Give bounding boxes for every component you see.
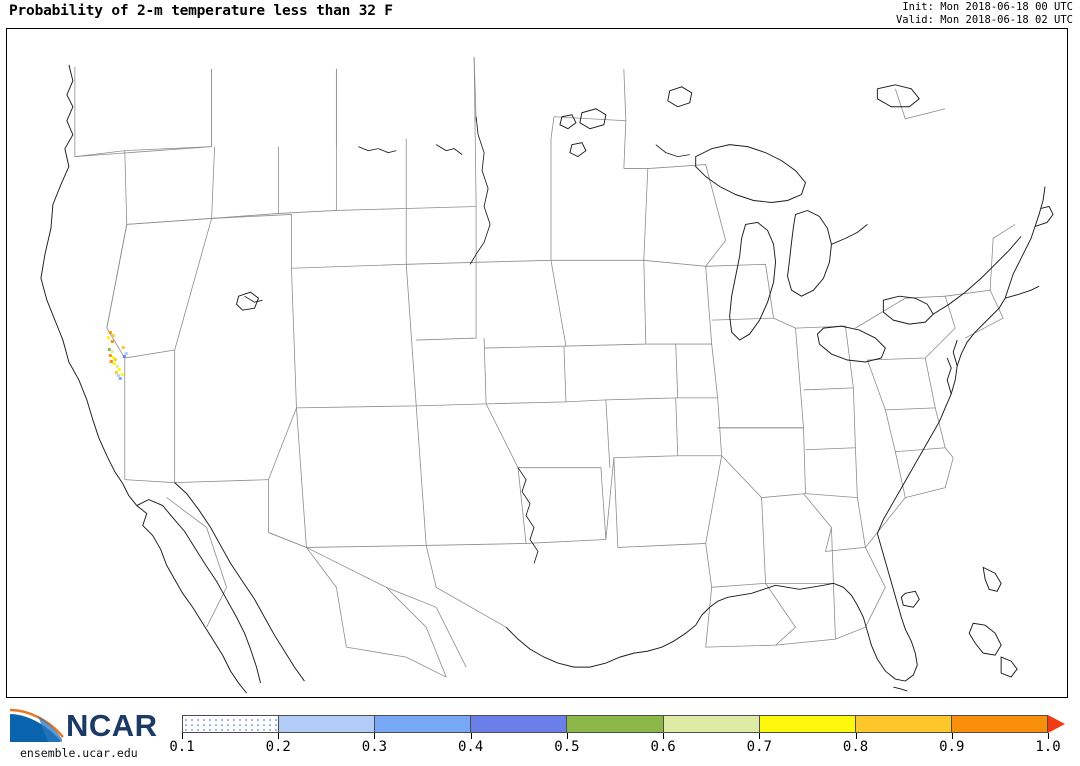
colorbar-segment-0.9-1 <box>950 716 1047 732</box>
ncar-logo-mark <box>9 708 64 742</box>
colorbar-label-1.0: 1.0 <box>1035 739 1061 755</box>
colorbar[interactable]: 0.1 0.2 0.3 0.4 0.5 0.6 0.7 0.8 0.9 1.0 <box>169 698 1080 766</box>
colorbar-tick-0.7 <box>759 733 761 739</box>
probability-pixel <box>115 364 119 368</box>
probability-pixel <box>118 376 122 380</box>
colorbar-label-0.2: 0.2 <box>265 739 291 755</box>
colorbar-label-0.6: 0.6 <box>650 739 676 755</box>
colorbar-gradient <box>182 715 1048 733</box>
probability-pixel <box>117 367 121 371</box>
probability-pixel <box>111 356 115 360</box>
colorbar-label-0.1: 0.1 <box>169 739 195 755</box>
probability-pixel <box>108 331 112 335</box>
colorbar-overflow-arrow <box>1048 715 1065 733</box>
colorbar-segment-0.1-0.2 <box>183 716 279 732</box>
probability-pixel <box>120 372 124 376</box>
colorbar-label-0.8: 0.8 <box>842 739 869 755</box>
colorbar-tick-1.0 <box>1048 733 1049 739</box>
colorbar-label-0.7: 0.7 <box>746 739 772 755</box>
colorbar-tick-0.8 <box>855 733 857 739</box>
probability-pixel <box>110 350 114 354</box>
colorbar-tick-0.3 <box>374 733 376 739</box>
colorbar-label-0.5: 0.5 <box>554 739 580 755</box>
probability-pixel <box>122 355 126 359</box>
probability-pixel <box>121 346 125 350</box>
state-borders <box>74 56 1016 678</box>
probability-pixel <box>106 336 110 340</box>
colorbar-tick-0.5 <box>566 733 568 739</box>
probability-pixel <box>114 370 118 374</box>
colorbar-tick-0.6 <box>663 733 665 739</box>
probability-pixel <box>107 348 111 352</box>
colorbar-label-0.3: 0.3 <box>361 739 388 755</box>
probability-pixel <box>111 334 115 338</box>
probability-data-points <box>106 331 128 380</box>
colorbar-label-0.4: 0.4 <box>458 739 484 755</box>
colorbar-tick-0.9 <box>951 733 953 739</box>
colorbar-tick-0.1 <box>182 733 183 739</box>
map-geography <box>40 56 1054 694</box>
valid-time-label: Valid: Mon 2018-06-18 02 UTC <box>895 13 1073 26</box>
forecast-time-block: Init: Mon 2018-06-18 00 UTC Valid: Mon 2… <box>896 1 1073 26</box>
ncar-url-label: ensemble.ucar.edu <box>20 746 138 760</box>
probability-pixel <box>108 354 112 358</box>
probability-pixel <box>109 360 113 363</box>
colorbar-segment-0.7-0.8 <box>758 716 855 732</box>
colorbar-tick-0.4 <box>470 733 472 739</box>
colorbar-segment-0.2-0.3 <box>278 716 375 732</box>
colorbar-segment-0.3-0.4 <box>374 716 471 732</box>
colorbar-tick-0.2 <box>278 733 280 739</box>
colorbar-ticks <box>182 733 1049 739</box>
colorbar-segment-0.8-0.9 <box>854 716 951 732</box>
ncar-wordmark: NCAR <box>66 708 158 743</box>
footer-bar: NCAR ensemble.ucar.edu 0.1 0.2 0.3 0.4 0.5 0.… <box>0 698 1080 766</box>
colorbar-segment-0.6-0.7 <box>662 716 759 732</box>
coastlines <box>40 64 1054 694</box>
probability-pixel <box>116 373 120 377</box>
ncar-logo[interactable]: NCAR ensemble.ucar.edu <box>8 706 168 760</box>
probability-pixel <box>113 358 117 362</box>
map-panel[interactable] <box>6 28 1068 698</box>
init-time-label: Init: Mon 2018-06-18 00 UTC <box>902 1 1073 13</box>
probability-pixel <box>110 340 114 344</box>
probability-pixel <box>112 362 116 365</box>
page-title: Probability of 2-m temperature less than… <box>9 3 393 19</box>
header-bar: Probability of 2-m temperature less than… <box>0 0 1080 28</box>
colorbar-label-0.9: 0.9 <box>939 739 965 755</box>
colorbar-segment-0.4-0.5 <box>470 716 567 732</box>
colorbar-tick-labels: 0.1 0.2 0.3 0.4 0.5 0.6 0.7 0.8 0.9 1.0 <box>169 739 1060 759</box>
colorbar-segment-0.5-0.6 <box>566 716 663 732</box>
probability-pixel <box>124 352 128 356</box>
